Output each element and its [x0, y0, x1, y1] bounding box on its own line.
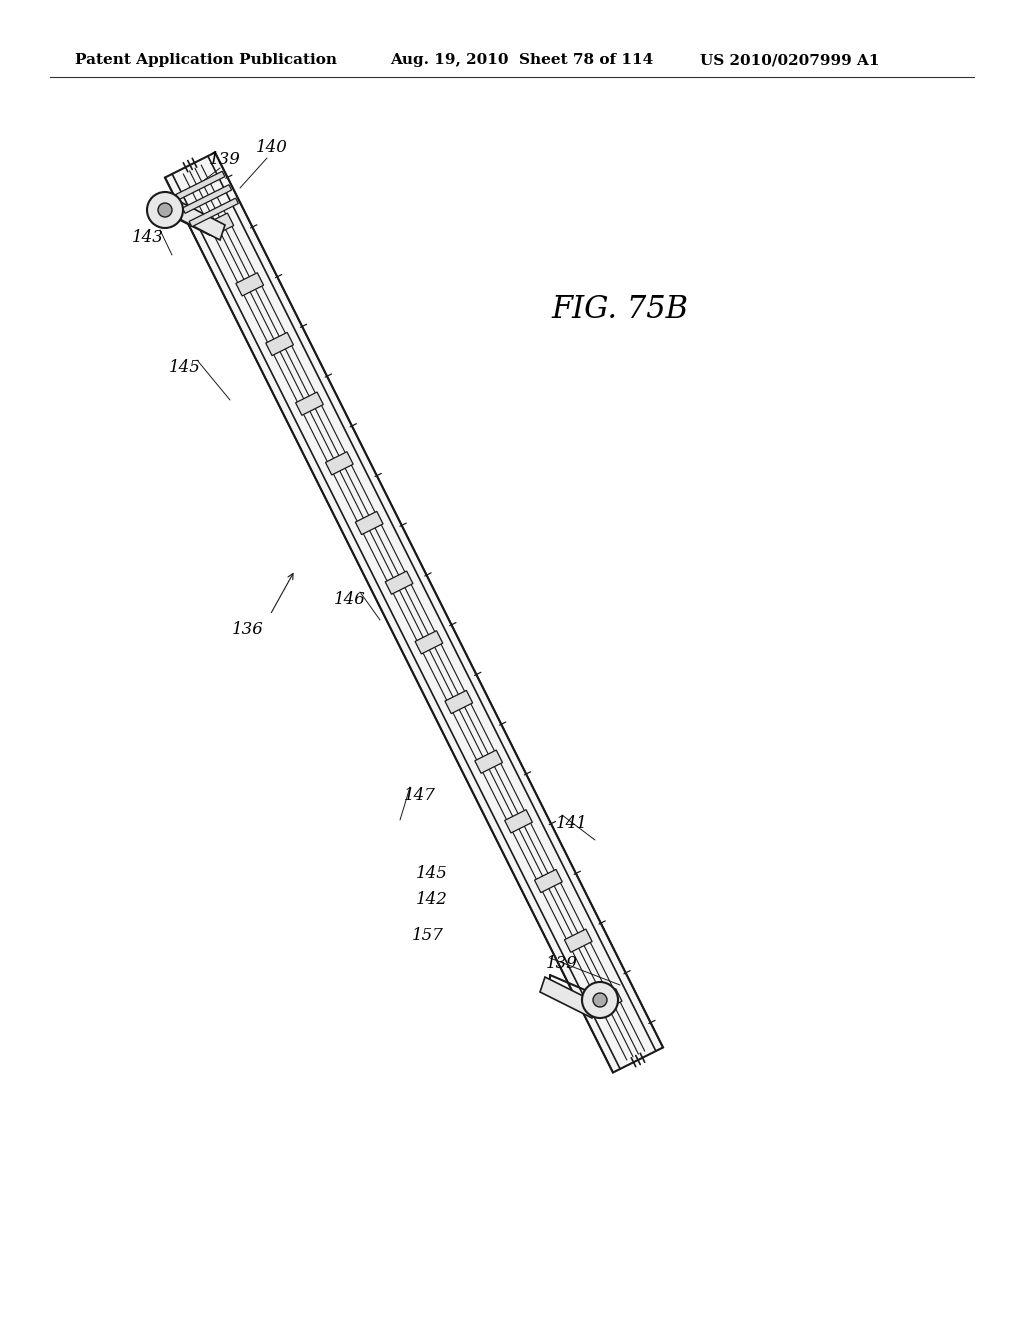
Polygon shape [165, 153, 663, 1073]
Text: FIG. 75B: FIG. 75B [552, 294, 688, 326]
Text: 143: 143 [132, 230, 164, 247]
Polygon shape [505, 809, 532, 833]
Polygon shape [445, 690, 473, 714]
Polygon shape [540, 977, 597, 1018]
Polygon shape [475, 750, 503, 774]
Text: 145: 145 [416, 865, 447, 882]
Polygon shape [296, 392, 324, 416]
Text: 142: 142 [416, 891, 447, 908]
Polygon shape [594, 989, 622, 1012]
Polygon shape [415, 631, 442, 653]
Text: 147: 147 [404, 787, 436, 804]
Polygon shape [535, 870, 562, 892]
Text: 141: 141 [556, 814, 588, 832]
Text: 145: 145 [169, 359, 201, 376]
Polygon shape [385, 572, 413, 594]
Text: Aug. 19, 2010  Sheet 78 of 114: Aug. 19, 2010 Sheet 78 of 114 [390, 53, 653, 67]
Circle shape [158, 203, 172, 216]
Text: 140: 140 [256, 140, 288, 157]
Polygon shape [355, 511, 383, 535]
Text: 136: 136 [232, 622, 264, 639]
Polygon shape [189, 198, 239, 227]
Text: 139: 139 [209, 152, 241, 169]
Polygon shape [176, 172, 225, 199]
Text: 146: 146 [334, 591, 366, 609]
Polygon shape [236, 273, 263, 296]
Polygon shape [564, 929, 592, 952]
Polygon shape [182, 185, 231, 214]
Text: US 2010/0207999 A1: US 2010/0207999 A1 [700, 53, 880, 67]
Text: 157: 157 [412, 927, 444, 944]
Text: Patent Application Publication: Patent Application Publication [75, 53, 337, 67]
Circle shape [582, 982, 618, 1018]
Polygon shape [326, 451, 353, 475]
Text: 139: 139 [546, 954, 578, 972]
Circle shape [593, 993, 607, 1007]
Polygon shape [206, 213, 233, 236]
Polygon shape [266, 333, 294, 355]
Polygon shape [168, 198, 225, 240]
Circle shape [147, 191, 183, 228]
